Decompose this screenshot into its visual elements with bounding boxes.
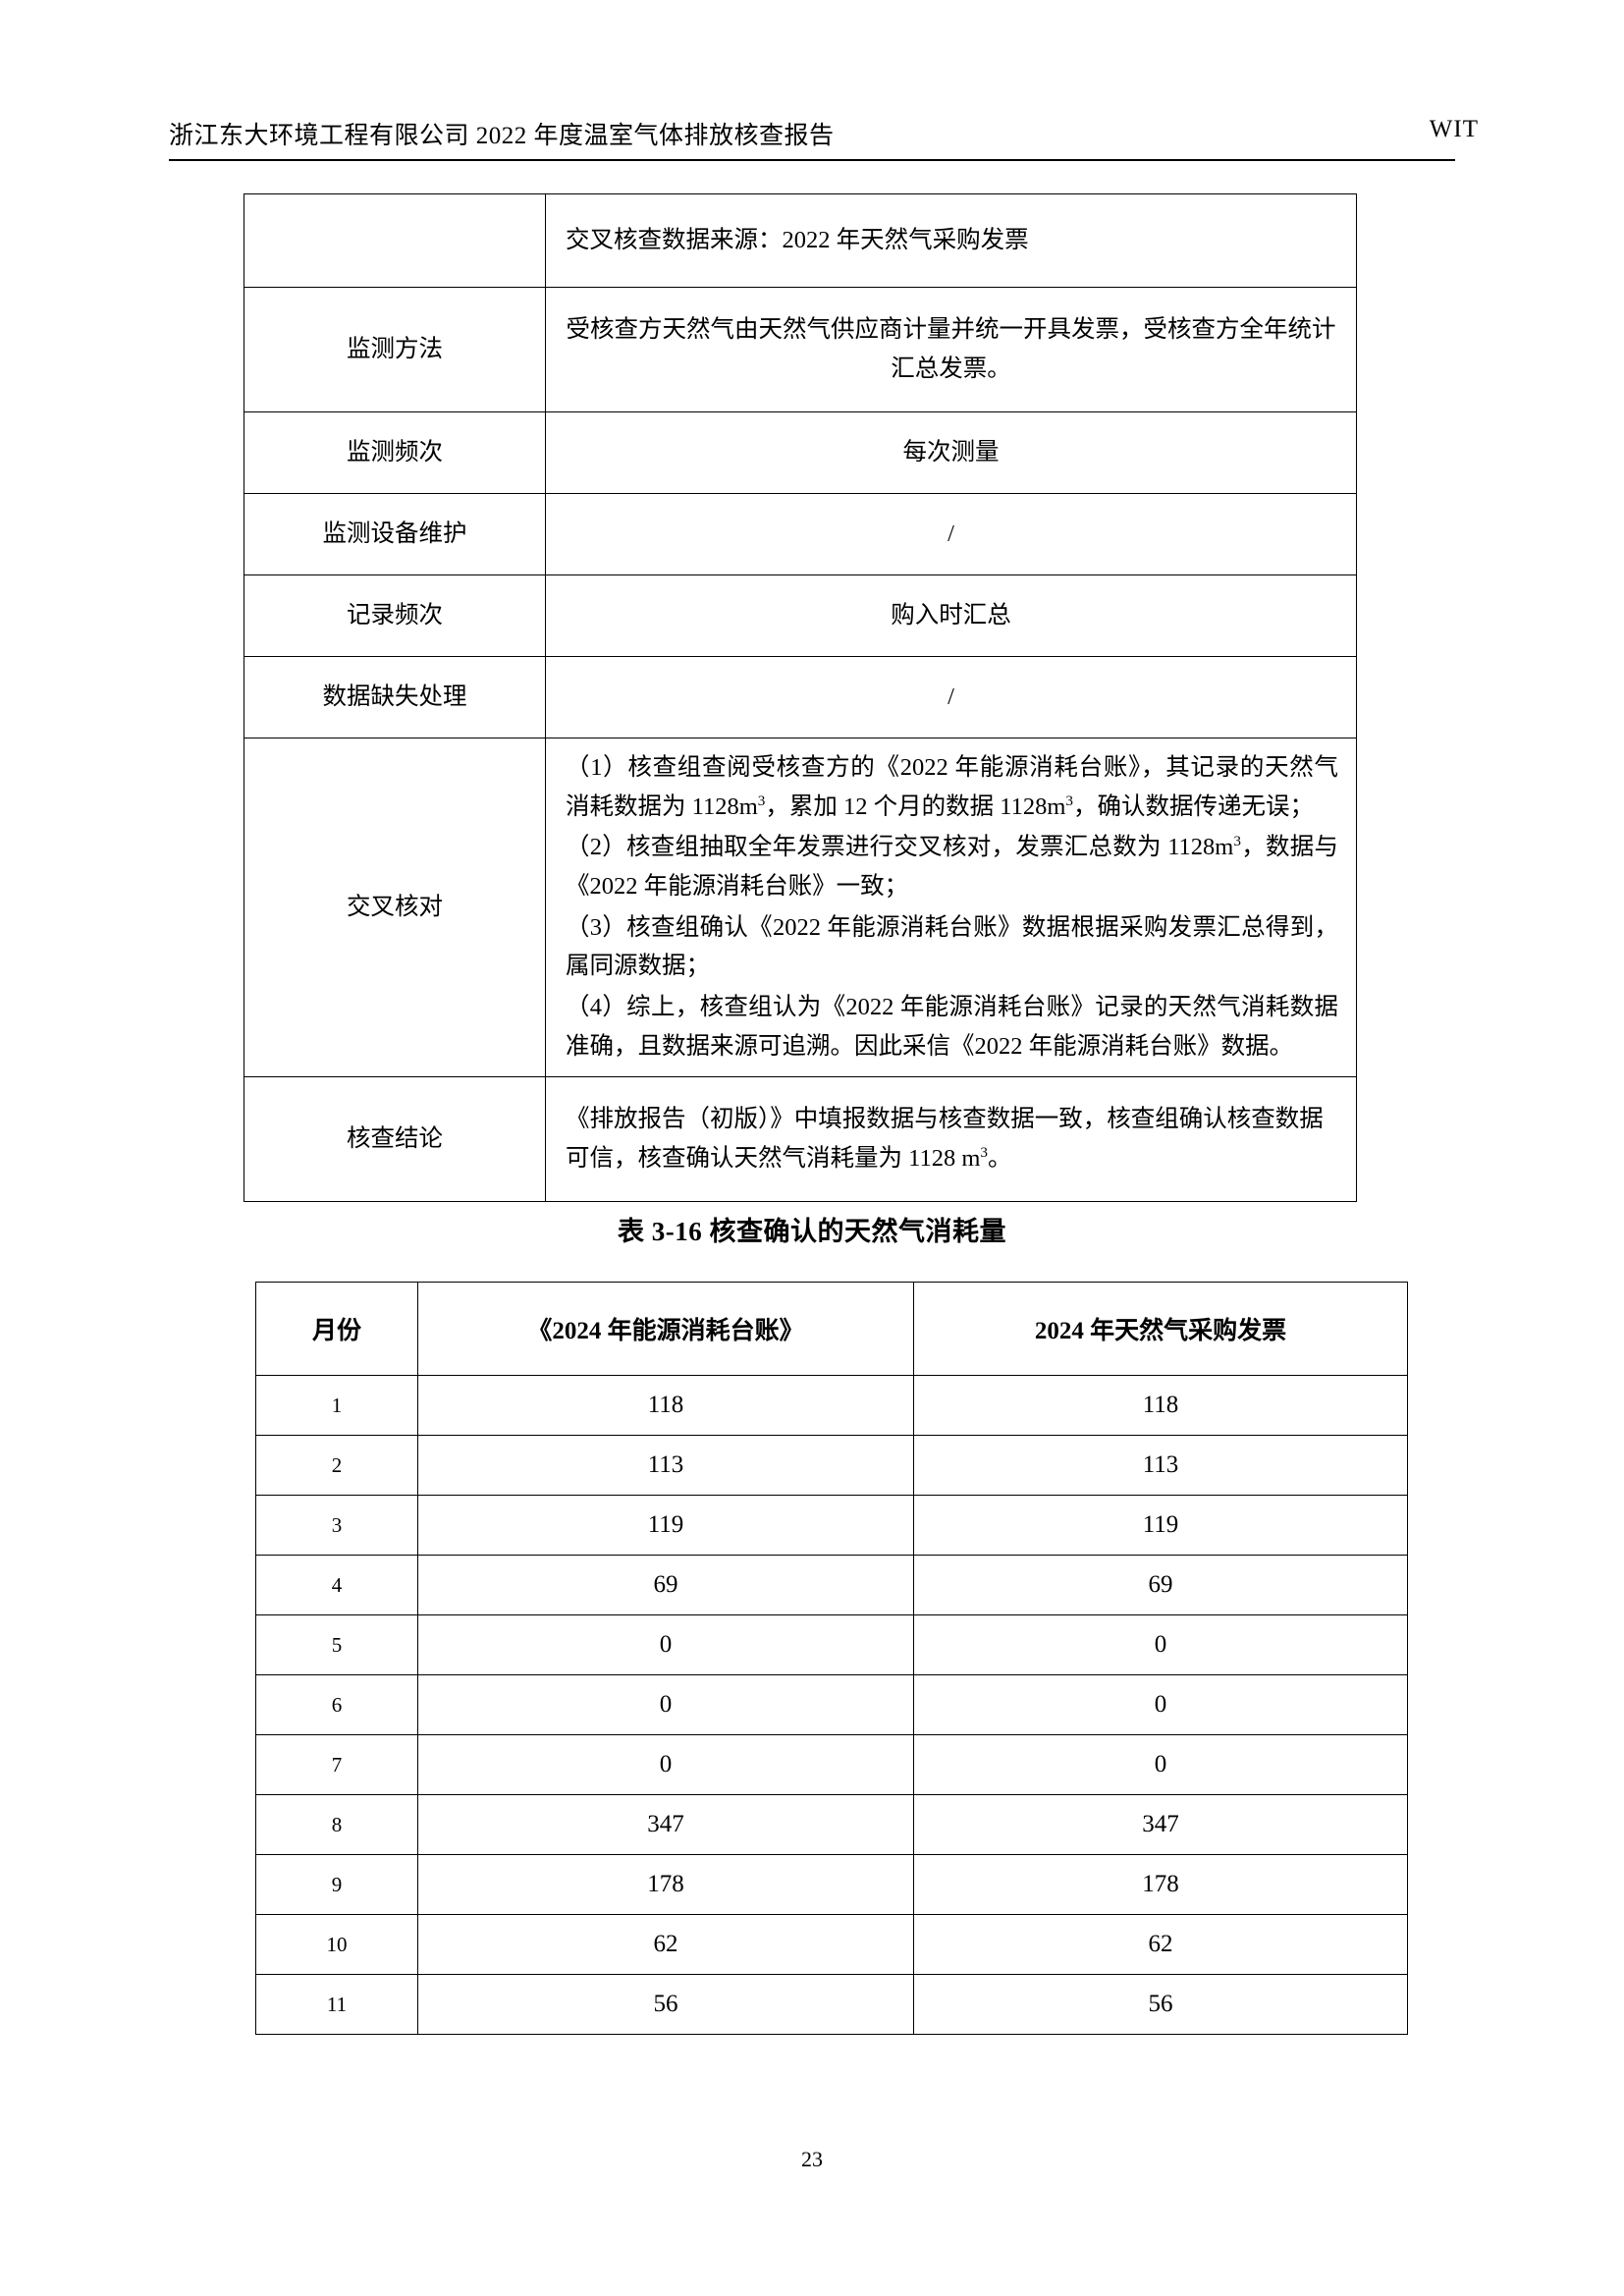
cross-check-item-mid: ，数据与《2022 年能源消耗台账》一致； <box>566 834 1339 901</box>
cross-check-item-pre: （3）核查组确认《2022 年能源消耗台账》数据根据采购发票汇总得到，属同源数据… <box>566 913 1338 980</box>
row-value: 受核查方天然气由天然气供应商计量并统一开具发票，受核查方全年统计汇总发票。 <box>545 287 1357 412</box>
cell-ledger: 56 <box>417 1974 914 2035</box>
cell-ledger: 118 <box>417 1375 914 1436</box>
table-row: 监测方法 受核查方天然气由天然气供应商计量并统一开具发票，受核查方全年统计汇总发… <box>244 287 1357 412</box>
table-row: 记录频次 购入时汇总 <box>244 574 1357 657</box>
cross-check-item-post: ，确认数据传递无误； <box>1073 793 1314 820</box>
cell-invoice: 347 <box>913 1794 1408 1855</box>
table-row: 5 0 0 <box>255 1614 1408 1675</box>
row-value: 每次测量 <box>545 411 1357 494</box>
cell-ledger: 62 <box>417 1914 914 1975</box>
cell-month: 9 <box>255 1854 418 1915</box>
table-row-conclusion: 核查结论 《排放报告（初版）》中填报数据与核查数据一致，核查组确认核查数据可信，… <box>244 1075 1357 1202</box>
cell-month: 10 <box>255 1914 418 1975</box>
row-value: / <box>545 493 1357 575</box>
row-label: 监测方法 <box>244 287 546 412</box>
monitoring-table: 交叉核查数据来源：2022 年天然气采购发票 监测方法 受核查方天然气由天然气供… <box>244 193 1357 1202</box>
column-header-ledger: 《2024 年能源消耗台账》 <box>417 1282 914 1376</box>
cell-month: 6 <box>255 1674 418 1735</box>
cell-invoice: 118 <box>913 1375 1408 1436</box>
row-label: 交叉核对 <box>244 738 546 1077</box>
header-mark: WIT <box>1429 116 1479 142</box>
cross-check-item: （2）核查组抽取全年发票进行交叉核对，发票汇总数为 1128m3，数据与《202… <box>566 828 1338 905</box>
cross-check-item-pre: （2）核查组抽取全年发票进行交叉核对，发票汇总数为 1128m <box>566 834 1234 861</box>
cell-ledger: 0 <box>417 1614 914 1675</box>
table-row: 交叉核查数据来源：2022 年天然气采购发票 <box>244 193 1357 288</box>
cross-check-item-pre: （4）综上，核查组认为《2022 年能源消耗台账》记录的天然气消耗数据准确，且数… <box>566 994 1338 1060</box>
cell-month: 8 <box>255 1794 418 1855</box>
cell-ledger: 347 <box>417 1794 914 1855</box>
table-row: 9 178 178 <box>255 1854 1408 1915</box>
table-row-cross-check: 交叉核对 （1）核查组查阅受核查方的《2022 年能源消耗台账》，其记录的天然气… <box>244 738 1357 1077</box>
table-row: 监测频次 每次测量 <box>244 411 1357 494</box>
row-label <box>244 193 546 288</box>
row-value: / <box>545 656 1357 738</box>
cell-ledger: 119 <box>417 1495 914 1556</box>
column-header-month: 月份 <box>255 1282 418 1376</box>
table-header-row: 月份 《2024 年能源消耗台账》 2024 年天然气采购发票 <box>255 1282 1408 1376</box>
header-title: 浙江东大环境工程有限公司 2022 年度温室气体排放核查报告 <box>169 123 835 149</box>
column-header-invoice: 2024 年天然气采购发票 <box>913 1282 1408 1376</box>
cell-month: 11 <box>255 1974 418 2035</box>
cross-check-content: （1）核查组查阅受核查方的《2022 年能源消耗台账》，其记录的天然气消耗数据为… <box>545 738 1357 1077</box>
cell-invoice: 0 <box>913 1734 1408 1795</box>
cell-invoice: 62 <box>913 1914 1408 1975</box>
conclusion-text-end: 。 <box>988 1144 1012 1172</box>
cross-check-item: （1）核查组查阅受核查方的《2022 年能源消耗台账》，其记录的天然气消耗数据为… <box>566 748 1338 826</box>
conclusion-content: 《排放报告（初版）》中填报数据与核查数据一致，核查组确认核查数据可信，核查确认天… <box>545 1075 1357 1202</box>
row-label: 记录频次 <box>244 574 546 657</box>
table-caption: 表 3-16 核查确认的天然气消耗量 <box>618 1217 1006 1246</box>
table-row: 4 69 69 <box>255 1555 1408 1615</box>
conclusion-text: 《排放报告（初版）》中填报数据与核查数据一致，核查组确认核查数据可信，核查确认天… <box>566 1105 1324 1172</box>
cross-check-item-pre: （1）核查组查阅受核查方的《2022 年能源消耗台账》，其记录的天然气消耗数据为… <box>566 754 1338 820</box>
cell-invoice: 0 <box>913 1614 1408 1675</box>
table-row: 6 0 0 <box>255 1674 1408 1735</box>
cell-month: 4 <box>255 1555 418 1615</box>
table-row: 7 0 0 <box>255 1734 1408 1795</box>
cell-invoice: 56 <box>913 1974 1408 2035</box>
consumption-table: 月份 《2024 年能源消耗台账》 2024 年天然气采购发票 1 118 11… <box>255 1282 1408 2035</box>
table-row: 3 119 119 <box>255 1495 1408 1556</box>
row-value: 交叉核查数据来源：2022 年天然气采购发票 <box>545 193 1357 288</box>
cell-month: 3 <box>255 1495 418 1556</box>
cell-ledger: 113 <box>417 1435 914 1496</box>
table-row: 11 56 56 <box>255 1974 1408 2035</box>
cell-month: 5 <box>255 1614 418 1675</box>
cell-invoice: 113 <box>913 1435 1408 1496</box>
cell-ledger: 0 <box>417 1674 914 1735</box>
cell-invoice: 0 <box>913 1674 1408 1735</box>
cross-check-item: （4）综上，核查组认为《2022 年能源消耗台账》记录的天然气消耗数据准确，且数… <box>566 988 1338 1066</box>
cell-invoice: 178 <box>913 1854 1408 1915</box>
superscript: 3 <box>1233 833 1241 850</box>
cell-ledger: 178 <box>417 1854 914 1915</box>
cross-check-item-mid: ，累加 12 个月的数据 1128m <box>765 793 1066 820</box>
row-label: 核查结论 <box>244 1075 546 1202</box>
cell-month: 1 <box>255 1375 418 1436</box>
superscript: 3 <box>980 1143 988 1161</box>
row-value: 购入时汇总 <box>545 574 1357 657</box>
superscript: 3 <box>757 792 766 809</box>
cell-ledger: 0 <box>417 1734 914 1795</box>
cross-check-item: （3）核查组确认《2022 年能源消耗台账》数据根据采购发票汇总得到，属同源数据… <box>566 908 1338 986</box>
cell-month: 2 <box>255 1435 418 1496</box>
row-label: 数据缺失处理 <box>244 656 546 738</box>
running-header: 浙江东大环境工程有限公司 2022 年度温室气体排放核查报告 <box>169 116 1455 151</box>
cell-invoice: 119 <box>913 1495 1408 1556</box>
table-row: 10 62 62 <box>255 1914 1408 1975</box>
cell-invoice: 69 <box>913 1555 1408 1615</box>
table-row: 8 347 347 <box>255 1794 1408 1855</box>
table-row: 监测设备维护 / <box>244 493 1357 575</box>
row-label: 监测频次 <box>244 411 546 494</box>
table-row: 2 113 113 <box>255 1435 1408 1496</box>
cell-month: 7 <box>255 1734 418 1795</box>
cell-ledger: 69 <box>417 1555 914 1615</box>
row-label: 监测设备维护 <box>244 493 546 575</box>
superscript: 3 <box>1065 792 1073 809</box>
table-row: 数据缺失处理 / <box>244 656 1357 738</box>
page-number: 23 <box>801 2147 823 2171</box>
table-row: 1 118 118 <box>255 1375 1408 1436</box>
header-rule <box>169 159 1455 161</box>
